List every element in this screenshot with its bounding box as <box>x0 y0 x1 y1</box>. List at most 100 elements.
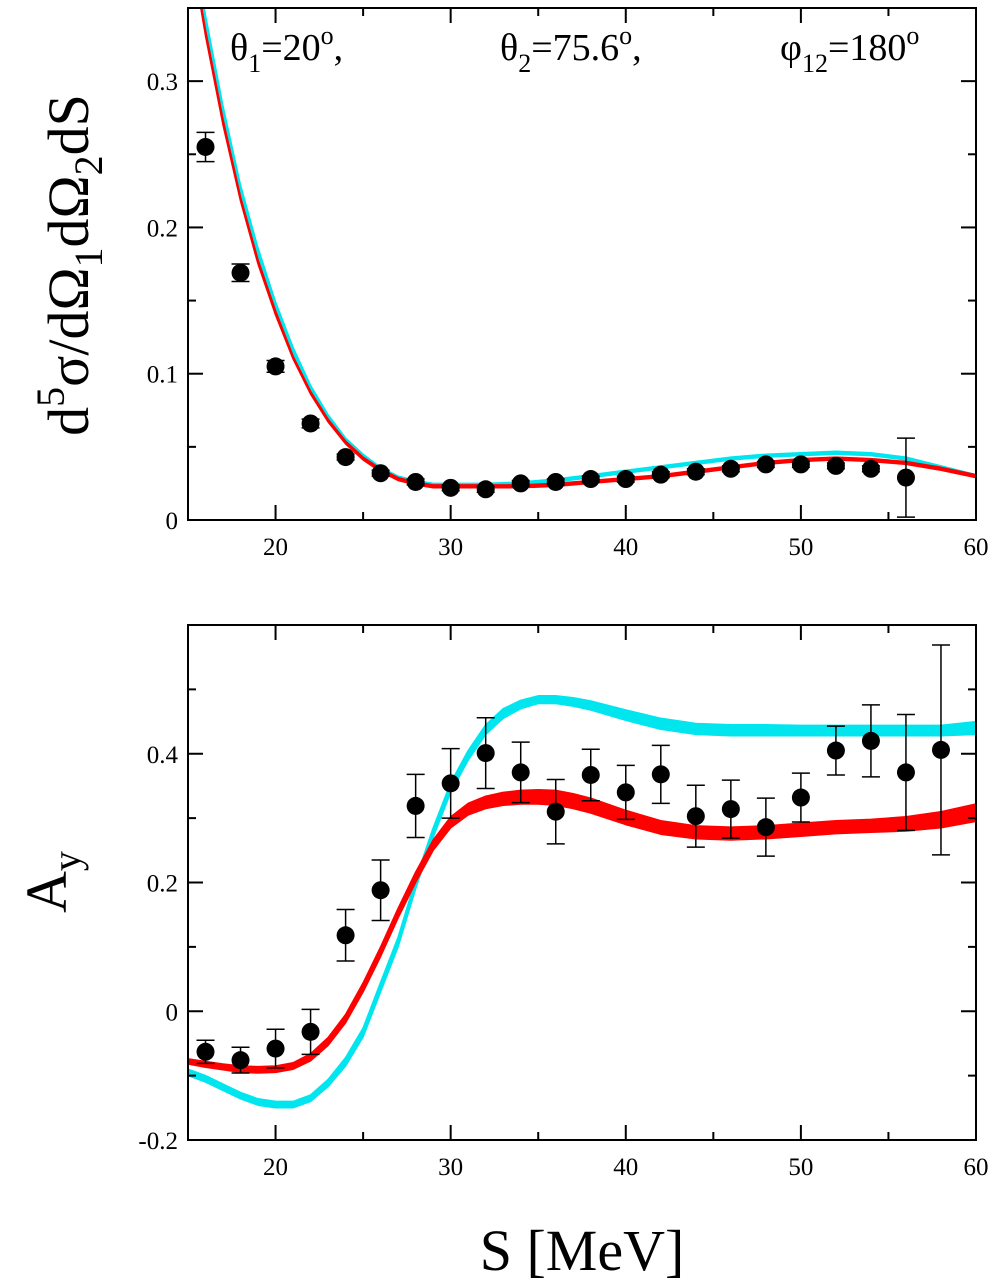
data-marker <box>721 459 740 478</box>
data-point <box>301 1008 320 1056</box>
data-point <box>721 459 740 478</box>
data-marker <box>406 472 425 491</box>
y-axis-label: d5σ/dΩ1dΩ2dS <box>28 94 111 436</box>
data-point <box>406 472 425 491</box>
data-point <box>896 437 915 518</box>
x-axis-label: S [MeV] <box>480 1218 685 1283</box>
data-point <box>826 456 845 475</box>
data-marker <box>896 763 915 782</box>
y-tick-label: 0.4 <box>147 742 179 769</box>
data-marker <box>476 744 495 763</box>
data-marker <box>861 459 880 478</box>
data-point <box>651 744 670 805</box>
theory-band-0 <box>201 8 976 488</box>
data-point <box>756 455 775 474</box>
y-tick-label: 0.2 <box>147 215 178 242</box>
data-marker <box>406 796 425 815</box>
data-marker <box>441 478 460 497</box>
data-marker <box>651 765 670 784</box>
data-marker <box>931 740 950 759</box>
data-marker <box>756 455 775 474</box>
data-marker <box>196 1042 215 1061</box>
theory-band-0 <box>188 695 976 1109</box>
data-marker <box>231 1051 250 1070</box>
data-point <box>826 725 845 776</box>
data-marker <box>651 465 670 484</box>
data-point <box>546 778 565 845</box>
y-tick-label: 0.2 <box>147 871 178 898</box>
data-point <box>511 474 530 493</box>
data-point <box>651 465 670 484</box>
data-point <box>896 713 915 832</box>
y-axis-label-text: d5σ/dΩ1dΩ2dS <box>28 94 111 436</box>
data-point <box>546 472 565 491</box>
plot-frame <box>187 7 977 521</box>
data-point <box>406 773 425 839</box>
data-point <box>371 464 390 483</box>
data-marker <box>336 926 355 945</box>
angle-annotation: θ1=20o, <box>230 21 343 78</box>
x-tick-label: 30 <box>438 534 463 561</box>
data-marker <box>581 765 600 784</box>
x-tick-label: 50 <box>788 1154 813 1181</box>
data-point <box>336 908 355 962</box>
data-point <box>791 772 810 823</box>
data-marker <box>196 137 215 156</box>
data-marker <box>476 480 495 499</box>
data-point <box>861 459 880 478</box>
data-point <box>196 131 215 163</box>
data-marker <box>301 414 320 433</box>
data-point <box>371 859 390 922</box>
data-point <box>196 1039 215 1065</box>
angle-annotation: θ2=75.6o, <box>500 21 642 78</box>
theory-band-1 <box>200 8 976 489</box>
x-tick-label: 60 <box>964 1154 989 1181</box>
data-marker <box>336 448 355 467</box>
data-point <box>441 747 460 819</box>
analyzing-power-panel: 20 30 40 50 60 -0.2 0 0.2 0.4 Ay S [MeV] <box>14 624 989 1283</box>
data-point <box>266 357 285 376</box>
y-tick-label: 0 <box>166 508 179 535</box>
data-point <box>686 784 705 848</box>
data-point <box>301 414 320 433</box>
x-tick-label: 40 <box>613 534 638 561</box>
data-marker <box>511 474 530 493</box>
data-marker <box>686 807 705 826</box>
x-tick-label: 30 <box>438 1154 463 1181</box>
y-tick-label: 0.3 <box>147 69 178 96</box>
data-marker <box>616 470 635 489</box>
data-point <box>721 779 740 839</box>
data-marker <box>581 470 600 489</box>
data-marker <box>231 263 250 282</box>
data-point <box>511 741 530 804</box>
data-point <box>231 1046 250 1074</box>
data-marker <box>301 1022 320 1041</box>
data-point <box>616 470 635 489</box>
data-point <box>756 797 775 857</box>
data-marker <box>616 783 635 802</box>
y-axis-label-text: Ay <box>14 851 89 913</box>
data-point <box>616 764 635 821</box>
data-marker <box>511 763 530 782</box>
x-tick-label: 20 <box>263 534 288 561</box>
data-point <box>441 478 460 497</box>
y-tick-label: 0.1 <box>147 362 178 389</box>
data-marker <box>371 464 390 483</box>
x-tick-label: 20 <box>263 1154 288 1181</box>
data-marker <box>686 462 705 481</box>
data-point <box>476 716 495 790</box>
x-tick-label: 60 <box>964 534 989 561</box>
x-tick-label: 50 <box>788 534 813 561</box>
data-point <box>581 470 600 489</box>
data-marker <box>546 472 565 491</box>
data-point <box>476 480 495 499</box>
data-marker <box>791 455 810 474</box>
data-point <box>791 455 810 474</box>
data-marker <box>756 818 775 837</box>
data-marker <box>896 468 915 487</box>
data-point <box>931 644 950 856</box>
data-marker <box>371 881 390 900</box>
y-axis-label: Ay <box>14 851 89 913</box>
cross-section-panel: 20 30 40 50 60 0 0.1 0.2 0.3 d5σ/dΩ1dΩ2dS θ1=20o… <box>28 7 989 561</box>
